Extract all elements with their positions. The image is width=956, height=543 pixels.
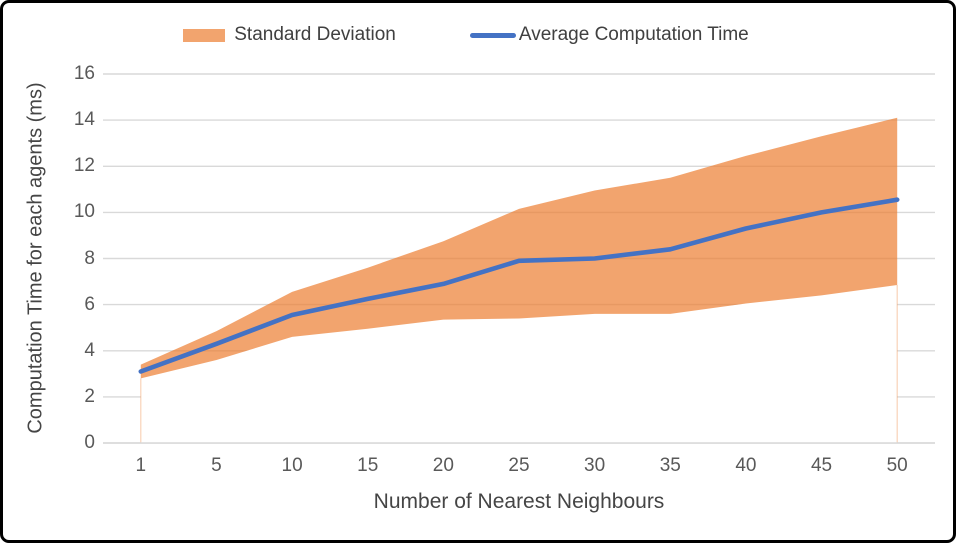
- x-axis-title: Number of Nearest Neighbours: [373, 490, 665, 513]
- y-tick-label: 8: [84, 247, 95, 269]
- y-tick-label: 14: [73, 109, 95, 131]
- x-tick-label: 35: [659, 455, 681, 476]
- legend-item-standard-deviation: Standard Deviation: [183, 24, 396, 46]
- y-tick-label: 6: [84, 293, 95, 315]
- x-tick-label: 45: [810, 455, 833, 476]
- line-swatch-icon: [469, 32, 516, 38]
- y-axis-title: Computation Time for each agents (ms): [24, 82, 47, 434]
- x-tick-label: 10: [281, 455, 303, 476]
- y-tick-label: 0: [84, 432, 95, 453]
- average-line: [138, 197, 900, 374]
- y-tick-label: 12: [73, 155, 95, 177]
- y-tick-label: 2: [84, 385, 95, 407]
- legend-label: Average Computation Time: [518, 24, 749, 45]
- area-swatch-icon: [183, 28, 226, 42]
- y-tick-label: 16: [73, 63, 95, 84]
- band-lower-mask: [140, 285, 898, 443]
- plot-area: [103, 73, 935, 444]
- legend-label: Standard Deviation: [234, 24, 396, 45]
- legend-item-average-computation-time: Average Computation Time: [469, 24, 749, 46]
- chart-area: Standard Deviation Average Computation T…: [3, 3, 953, 540]
- std-deviation-band: [140, 117, 898, 379]
- x-tick-label: 25: [508, 455, 530, 476]
- y-tick-label: 10: [73, 201, 95, 223]
- x-tick-label: 15: [357, 455, 379, 476]
- x-tick-label: 40: [735, 455, 757, 476]
- y-tick-label: 4: [84, 339, 95, 361]
- x-tick-label: 5: [211, 455, 222, 476]
- legend: Standard Deviation Average Computation T…: [3, 24, 941, 46]
- x-tick-label: 20: [432, 455, 454, 476]
- x-tick-label: 1: [135, 455, 147, 476]
- x-tick-label: 50: [886, 455, 908, 476]
- x-tick-label: 30: [584, 455, 606, 476]
